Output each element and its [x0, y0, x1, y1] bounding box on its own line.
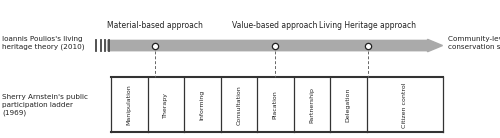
Text: Living Heritage approach: Living Heritage approach — [319, 21, 416, 30]
Text: Consultation: Consultation — [236, 85, 242, 125]
Text: Material-based approach: Material-based approach — [107, 21, 203, 30]
Text: Partnership: Partnership — [309, 87, 314, 123]
Text: Community-level heritage
conservation sustainability: Community-level heritage conservation su… — [448, 36, 500, 50]
Text: Therapy: Therapy — [163, 92, 168, 118]
Text: Ioannis Poulios's living
heritage theory (2010): Ioannis Poulios's living heritage theory… — [2, 35, 85, 50]
FancyArrow shape — [108, 39, 442, 52]
Text: Citizen control: Citizen control — [402, 82, 407, 128]
Text: Placation: Placation — [273, 91, 278, 119]
Text: Informing: Informing — [200, 90, 205, 120]
Text: Sherry Arnstein's public
participation ladder
(1969): Sherry Arnstein's public participation l… — [2, 94, 88, 116]
Text: Value-based approach: Value-based approach — [232, 21, 318, 30]
Text: Delegation: Delegation — [346, 88, 351, 122]
Text: Manipulation: Manipulation — [127, 84, 132, 125]
